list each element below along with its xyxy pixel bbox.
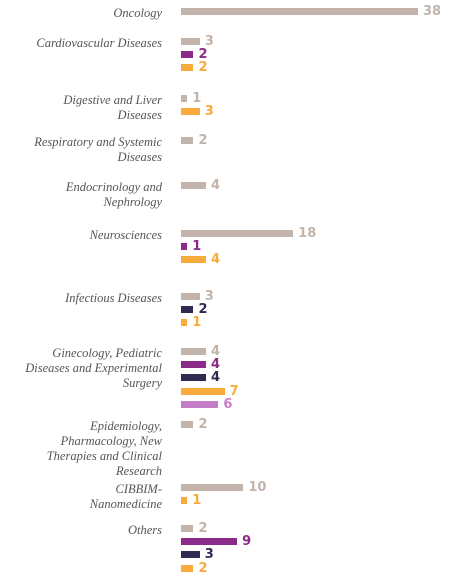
value-label: 3 bbox=[204, 104, 214, 120]
value-label: 1 bbox=[192, 493, 202, 509]
value-label: 2 bbox=[198, 560, 208, 576]
value-label: 2 bbox=[198, 302, 208, 318]
value-label: 10 bbox=[248, 480, 267, 495]
value-label: 1 bbox=[192, 91, 202, 106]
value-label: 2 bbox=[198, 47, 208, 63]
bar bbox=[181, 361, 206, 369]
category-label: Neurosciences bbox=[89, 228, 162, 242]
value-label: 2 bbox=[198, 133, 208, 148]
bar bbox=[181, 538, 238, 546]
value-label: 9 bbox=[242, 534, 252, 550]
bar bbox=[181, 525, 194, 532]
bar bbox=[181, 137, 194, 144]
category-label: Respiratory and Systemic Diseases bbox=[34, 135, 162, 164]
value-label: 1 bbox=[192, 315, 202, 331]
value-label: 2 bbox=[198, 521, 208, 536]
bar bbox=[181, 38, 200, 45]
bar bbox=[181, 551, 200, 559]
bar bbox=[181, 306, 194, 314]
value-label: 7 bbox=[229, 383, 239, 399]
bar bbox=[181, 319, 188, 327]
value-label: 1 bbox=[192, 239, 202, 255]
bar bbox=[181, 497, 188, 505]
category-label: Others bbox=[127, 523, 162, 537]
category-label: Cardiovascular Diseases bbox=[36, 36, 162, 50]
category-label: CIBBIM- Nanomedicine bbox=[89, 482, 162, 511]
bar bbox=[181, 564, 194, 572]
category-label: Endocrinology and Nephrology bbox=[65, 180, 162, 209]
value-label: 4 bbox=[210, 178, 220, 193]
category-label: Digestive and Liver Diseases bbox=[63, 93, 162, 122]
bar bbox=[181, 421, 194, 428]
value-label: 38 bbox=[423, 4, 442, 19]
bar bbox=[181, 400, 219, 408]
value-label: 6 bbox=[223, 396, 233, 412]
bar bbox=[181, 8, 418, 15]
value-label: 3 bbox=[204, 289, 214, 304]
value-label: 4 bbox=[210, 252, 220, 268]
bar bbox=[181, 95, 188, 102]
value-label: 2 bbox=[198, 417, 208, 432]
value-label: 4 bbox=[210, 344, 220, 359]
bar bbox=[181, 230, 294, 237]
value-label: 4 bbox=[210, 370, 220, 386]
value-label: 2 bbox=[198, 60, 208, 76]
bar bbox=[181, 387, 225, 395]
category-label: Ginecology, Pediatric Diseases and Exper… bbox=[25, 346, 162, 390]
bar bbox=[181, 108, 200, 116]
value-label: 3 bbox=[204, 547, 214, 563]
bar bbox=[181, 182, 206, 189]
category-label: Epidemiology, Pharmacology, New Therapie… bbox=[46, 419, 162, 478]
value-label: 4 bbox=[210, 357, 220, 373]
value-label: 3 bbox=[204, 34, 214, 49]
bar bbox=[181, 293, 200, 300]
bar bbox=[181, 374, 206, 382]
bar bbox=[181, 64, 194, 72]
category-label: Infectious Diseases bbox=[65, 291, 162, 305]
bar bbox=[181, 51, 194, 59]
bar bbox=[181, 484, 244, 491]
category-label: Oncology bbox=[113, 6, 162, 20]
value-label: 18 bbox=[298, 226, 317, 241]
bar bbox=[181, 243, 188, 251]
bar bbox=[181, 348, 206, 355]
bar bbox=[181, 256, 206, 264]
